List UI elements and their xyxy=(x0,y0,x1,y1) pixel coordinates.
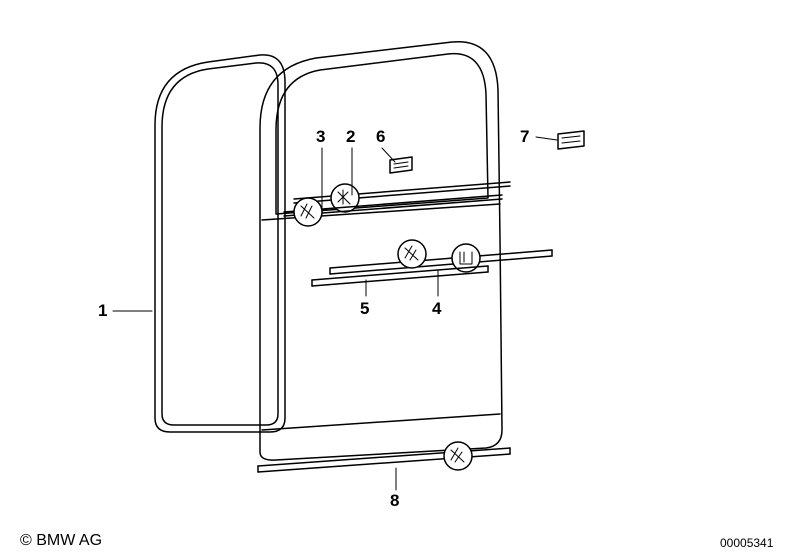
document-number: 00005341 xyxy=(720,536,773,550)
callout-4: 4 xyxy=(432,300,441,317)
diagram-stage: 1 2 3 4 5 6 7 8 © BMW AG 00005341 xyxy=(0,0,799,559)
part-8-sill-strip xyxy=(258,442,510,472)
part-1-seal xyxy=(155,55,285,432)
exploded-diagram xyxy=(0,0,799,559)
callout-1: 1 xyxy=(98,302,107,319)
callout-5: 5 xyxy=(360,300,369,317)
callout-3: 3 xyxy=(316,128,325,145)
callout-6: 6 xyxy=(376,128,385,145)
part-7-clip xyxy=(558,131,584,149)
callout-7: 7 xyxy=(520,128,529,145)
callout-2: 2 xyxy=(346,128,355,145)
callout-8: 8 xyxy=(390,492,399,509)
copyright-text: © BMW AG xyxy=(20,532,102,550)
part-6-clip xyxy=(390,157,412,173)
